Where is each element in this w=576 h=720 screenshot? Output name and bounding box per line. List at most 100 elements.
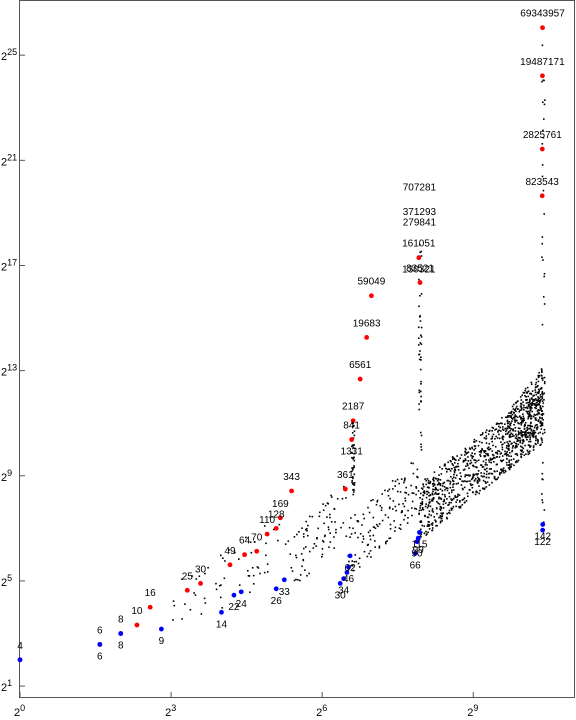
cloud-point: [431, 492, 434, 495]
cloud-point: [459, 505, 462, 508]
cloud-point: [541, 371, 543, 373]
cloud-point: [463, 480, 466, 482]
point-label: 115: [411, 539, 427, 550]
cloud-point: [513, 464, 515, 467]
cloud-point: [421, 498, 424, 501]
cloud-point: [521, 449, 523, 452]
cloud-point: [421, 508, 424, 510]
cloud-point: [451, 467, 453, 470]
cloud-point: [434, 486, 437, 489]
cloud-point: [471, 455, 474, 458]
cloud-point: [306, 529, 308, 532]
cloud-point: [259, 572, 261, 575]
cloud-point: [489, 459, 492, 461]
cloud-point: [491, 435, 494, 438]
cloud-point: [363, 550, 366, 553]
cloud-point: [362, 513, 365, 516]
cloud-point: [508, 435, 511, 438]
point-label: 25: [182, 571, 194, 582]
cloud-point: [515, 415, 517, 418]
lower-data-point: [341, 576, 347, 582]
cloud-point: [508, 447, 510, 450]
cloud-point: [524, 421, 527, 424]
cloud-point: [334, 521, 336, 523]
cloud-point: [538, 375, 540, 377]
cloud-point: [312, 547, 315, 549]
cloud-point: [510, 443, 513, 445]
cloud-point: [449, 483, 451, 485]
cloud-point: [372, 516, 375, 519]
cloud-point: [316, 537, 318, 540]
cloud-point: [352, 422, 354, 425]
cloud-point: [256, 566, 259, 568]
cloud-point: [513, 435, 515, 437]
cloud-point: [385, 541, 387, 543]
cloud-point: [363, 517, 365, 520]
cloud-point: [485, 438, 487, 440]
cloud-point: [488, 476, 490, 479]
cloud-point: [458, 505, 460, 508]
cloud-point: [513, 423, 515, 426]
cloud-point: [542, 418, 544, 421]
cloud-point: [362, 535, 364, 538]
cloud-point: [404, 491, 406, 494]
cloud-point: [448, 492, 451, 494]
cloud-point: [351, 432, 354, 434]
cloud-point: [532, 395, 534, 397]
cloud-point: [534, 417, 537, 419]
cloud-point: [417, 337, 420, 340]
cloud-point: [289, 553, 292, 555]
cloud-point: [418, 512, 421, 515]
cloud-point: [482, 475, 484, 478]
cloud-point: [326, 516, 328, 518]
cloud-point: [415, 487, 418, 489]
cloud-point: [470, 454, 473, 457]
cloud-point: [194, 594, 197, 596]
cloud-point: [505, 429, 508, 431]
cloud-point: [317, 527, 320, 530]
cloud-point: [447, 479, 450, 482]
cloud-point: [415, 493, 417, 496]
cloud-point: [419, 320, 422, 322]
cloud-point: [353, 459, 356, 462]
cloud-point: [441, 520, 443, 522]
cloud-point: [536, 438, 539, 441]
cloud-point: [432, 497, 435, 499]
cloud-point: [532, 449, 535, 451]
cloud-point: [492, 460, 495, 463]
cloud-point: [425, 483, 428, 486]
cloud-point: [454, 496, 457, 498]
cloud-point: [293, 536, 296, 538]
cloud-point: [438, 503, 441, 505]
cloud-point: [265, 542, 267, 545]
cloud-point: [467, 480, 469, 483]
cloud-point: [353, 424, 355, 427]
cloud-point: [249, 591, 251, 594]
cloud-point: [535, 407, 537, 410]
lower-data-point: [344, 570, 350, 575]
cloud-point: [541, 175, 544, 178]
cloud-point: [508, 455, 510, 457]
cloud-point: [533, 426, 536, 429]
cloud-point: [483, 449, 485, 452]
cloud-point: [457, 469, 460, 471]
cloud-point: [398, 527, 401, 530]
cloud-point: [541, 392, 543, 394]
point-label: 16: [145, 588, 157, 599]
cloud-point: [495, 428, 498, 430]
cloud-point: [521, 442, 524, 445]
cloud-point: [308, 572, 310, 575]
cloud-point: [394, 530, 396, 532]
cloud-point: [530, 383, 533, 386]
cloud-point: [515, 435, 518, 437]
cloud-point: [172, 619, 174, 621]
cloud-point: [465, 452, 468, 455]
cloud-point: [481, 466, 484, 468]
cloud-point: [484, 431, 487, 434]
cloud-point: [497, 431, 499, 433]
cloud-point: [351, 444, 354, 446]
cloud-point: [418, 391, 421, 394]
cloud-point: [453, 470, 456, 472]
cloud-point: [463, 486, 466, 489]
